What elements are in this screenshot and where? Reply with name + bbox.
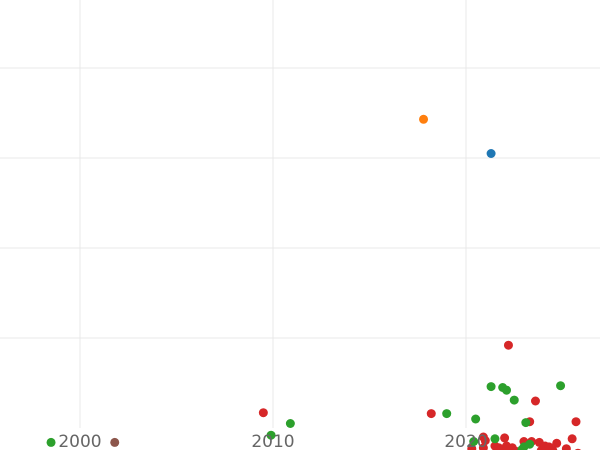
data-points — [46, 114, 582, 450]
data-point — [110, 437, 120, 447]
x-tick-label: 2010 — [251, 432, 294, 450]
data-point — [567, 434, 577, 444]
data-point — [426, 409, 436, 419]
data-point — [471, 414, 481, 424]
x-tick-label: 2000 — [58, 432, 101, 450]
data-point — [480, 436, 490, 446]
data-point — [552, 438, 562, 448]
grid — [0, 0, 600, 428]
data-point — [530, 396, 540, 406]
data-point — [285, 419, 295, 428]
data-point — [46, 437, 56, 447]
data-point — [486, 149, 496, 158]
data-point — [556, 381, 566, 391]
data-point — [561, 444, 571, 450]
data-point — [486, 382, 496, 392]
data-point — [258, 408, 268, 418]
data-point — [266, 430, 276, 440]
data-point — [502, 385, 512, 395]
data-point — [525, 439, 535, 449]
data-point — [509, 395, 519, 405]
data-point — [490, 434, 500, 444]
data-point — [503, 340, 513, 350]
x-axis-tick-labels: 2000 2010 2020 — [58, 432, 487, 450]
data-point — [419, 114, 429, 124]
data-point — [469, 437, 479, 446]
data-point — [521, 418, 531, 428]
x-tick-label: 2020 — [444, 432, 487, 450]
data-point — [571, 417, 581, 427]
data-point — [442, 409, 452, 419]
data-point — [500, 433, 510, 443]
